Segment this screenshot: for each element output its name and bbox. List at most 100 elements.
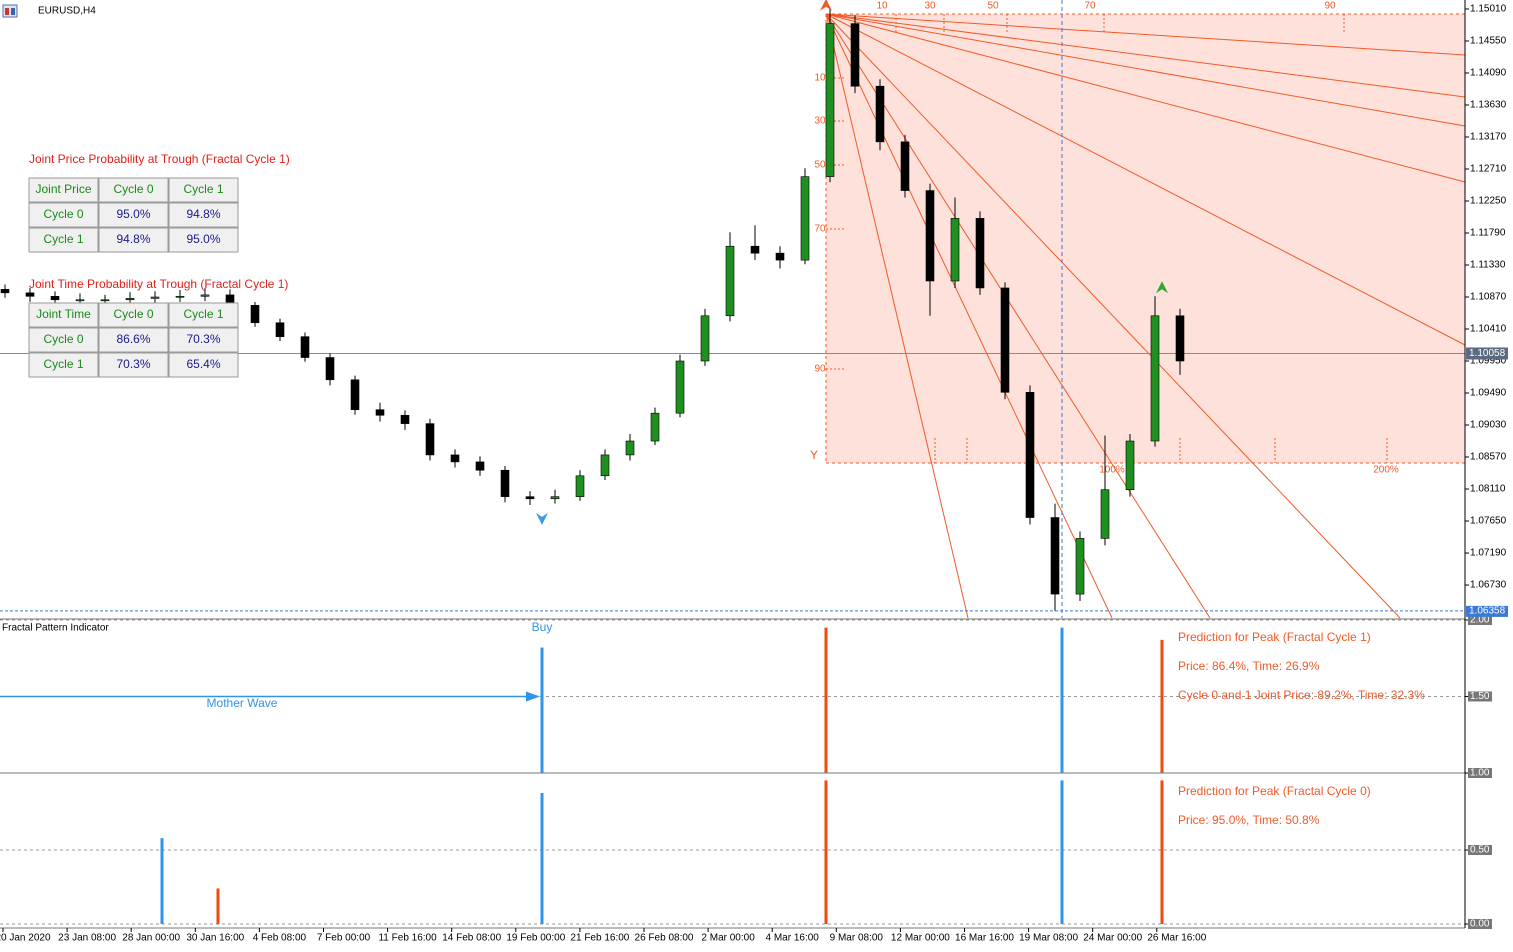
y-tick-label: 1.14550 <box>1470 36 1507 47</box>
x-tick-label: 23 Jan 08:00 <box>58 933 116 944</box>
fan-time-label: 10 <box>876 1 888 12</box>
y-tick-label: 1.07190 <box>1470 548 1507 559</box>
candle-body <box>200 294 210 297</box>
current-price-label: 1.10058 <box>1469 348 1506 359</box>
fan-line <box>825 13 1466 56</box>
candle-body <box>1000 287 1010 393</box>
mother-wave-label: Mother Wave <box>207 696 278 710</box>
x-tick-label: 9 Mar 08:00 <box>830 933 884 944</box>
low-price-label: 1.06358 <box>1469 606 1506 617</box>
x-tick-label: 19 Feb 00:00 <box>506 933 565 944</box>
table-cell <box>168 352 239 378</box>
candle-body <box>725 245 735 317</box>
prediction-note: Prediction for Peak (Fractal Cycle 1) <box>1178 630 1371 644</box>
signal-arrow <box>820 0 832 11</box>
candle-body <box>375 409 385 416</box>
symbol-label: EURUSD,H4 <box>38 6 96 17</box>
fan-y-label: Y <box>810 448 818 462</box>
fan-zone <box>826 14 1465 463</box>
fan-time-label: 50 <box>987 1 999 12</box>
y-tick-label: 1.12710 <box>1470 164 1507 175</box>
indicator-bar <box>540 647 544 773</box>
candle-body <box>450 454 460 463</box>
table-cell-text: 70.3% <box>186 332 220 346</box>
table-cell <box>28 327 99 353</box>
y-tick-label: 1.12250 <box>1470 196 1507 207</box>
candle-body <box>1075 538 1085 595</box>
x-tick-label: 4 Feb 08:00 <box>253 933 307 944</box>
x-tick-label: 14 Feb 08:00 <box>442 933 501 944</box>
indicator-bar <box>824 627 828 773</box>
table-cell-text: 95.0% <box>186 232 220 246</box>
fan-time-label: 90 <box>1324 1 1336 12</box>
fan-line <box>825 13 969 619</box>
indicator-bar <box>160 838 164 924</box>
table-cell-text: 70.3% <box>116 357 150 371</box>
x-tick-label: 26 Feb 08:00 <box>635 933 694 944</box>
table-cell-text: Cycle 0 <box>43 207 83 221</box>
y-tick-label: 1.06730 <box>1470 580 1507 591</box>
table-cell-text: Cycle 0 <box>113 182 153 196</box>
table-cell-text: 95.0% <box>116 207 150 221</box>
low-price-box <box>1466 605 1508 617</box>
candle-body <box>175 296 185 298</box>
table-cell <box>28 227 99 253</box>
candle-body <box>0 289 10 294</box>
candle-body <box>575 475 585 497</box>
indicator-bar <box>1160 780 1164 924</box>
x-tick-label: 30 Jan 16:00 <box>186 933 244 944</box>
table-cell <box>98 302 169 328</box>
y-tick-label: 1.13170 <box>1470 132 1507 143</box>
table-cell <box>168 327 239 353</box>
indicator-bar <box>824 780 828 924</box>
x-tick-label: 19 Mar 08:00 <box>1019 933 1078 944</box>
candle-body <box>700 315 710 362</box>
fan-line <box>825 13 1466 183</box>
y-tick-label: 1.50 <box>1470 691 1490 702</box>
x-tick-label: 12 Mar 00:00 <box>891 933 950 944</box>
y-tick-label: 1.10870 <box>1470 292 1507 303</box>
y-tick-box <box>1468 768 1492 778</box>
y-tick-box <box>1468 615 1492 625</box>
table-cell <box>98 227 169 253</box>
table-cell <box>168 202 239 228</box>
y-tick-label: 0.00 <box>1470 919 1490 930</box>
y-tick-label: 1.09030 <box>1470 420 1507 431</box>
panel-title: Fractal Pattern Indicator <box>2 623 109 634</box>
candle-body <box>325 357 335 381</box>
candle-body <box>850 23 860 87</box>
prediction-note: Cycle 0 and 1 Joint Price: 89.2%, Time: … <box>1178 688 1425 702</box>
candle-body <box>125 298 135 301</box>
candle-body <box>275 322 285 337</box>
y-tick-label: 1.15010 <box>1470 4 1507 15</box>
y-tick-label: 1.13630 <box>1470 100 1507 111</box>
candle-body <box>875 85 885 143</box>
table-cell-text: 94.8% <box>186 207 220 221</box>
fan-ext-label: 100% <box>1099 465 1125 476</box>
y-tick-label: 1.08570 <box>1470 452 1507 463</box>
table-cell <box>98 202 169 228</box>
x-tick-label: 24 Mar 00:00 <box>1083 933 1142 944</box>
y-tick-label: 1.14090 <box>1470 68 1507 79</box>
table-cell-text: Cycle 1 <box>43 232 83 246</box>
candle-body <box>1100 489 1110 539</box>
table-cell-text: Joint Price <box>35 182 91 196</box>
x-tick-label: 28 Jan 00:00 <box>122 933 180 944</box>
fan-line <box>825 13 1211 619</box>
fan-line <box>825 13 1466 346</box>
candle-body <box>1050 517 1060 595</box>
prediction-note: Price: 86.4%, Time: 26.9% <box>1178 659 1320 673</box>
candle-body <box>500 469 510 497</box>
candle-body <box>1175 315 1185 362</box>
table-cell <box>98 352 169 378</box>
table-title: Joint Price Probability at Trough (Fract… <box>29 152 290 166</box>
candle-body <box>550 496 560 500</box>
y-tick-box <box>1468 691 1492 702</box>
candle-body <box>800 176 810 261</box>
y-tick-label: 1.11330 <box>1470 260 1506 271</box>
table-cell-text: Cycle 1 <box>43 357 83 371</box>
candle-body <box>750 245 760 254</box>
fan-price-label: 30 <box>814 116 826 127</box>
candle-body <box>775 252 785 261</box>
fan-ext-label: 200% <box>1373 465 1399 476</box>
